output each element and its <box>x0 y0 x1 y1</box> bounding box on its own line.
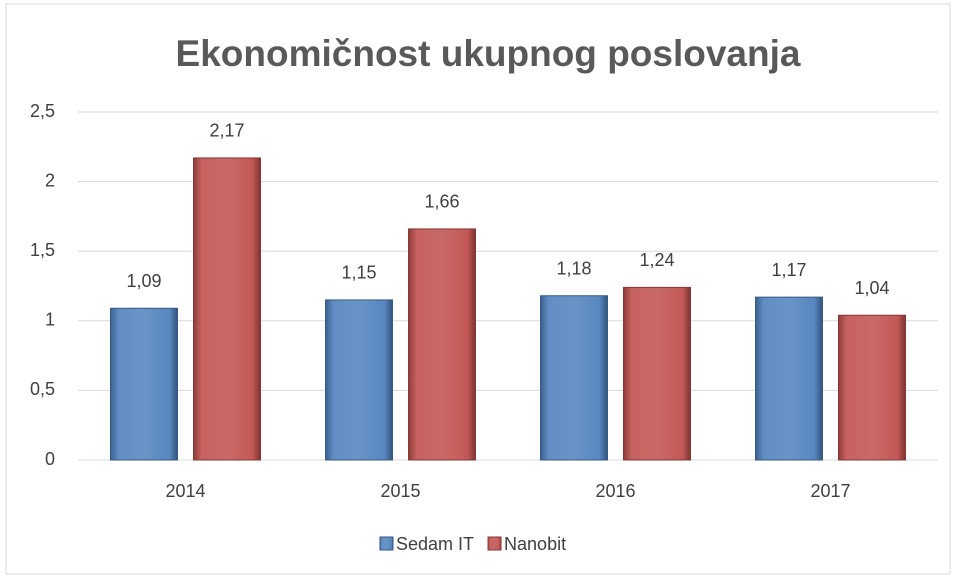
bar <box>193 157 261 461</box>
bar <box>325 299 393 461</box>
data-label: 1,04 <box>854 278 889 298</box>
legend-label: Nanobit <box>504 534 566 554</box>
bar <box>755 296 823 461</box>
legend-swatch <box>379 536 394 551</box>
y-tick-label: 2 <box>45 170 55 190</box>
data-label: 1,09 <box>126 271 161 291</box>
data-label: 1,17 <box>771 260 806 280</box>
legend-label: Sedam IT <box>396 534 474 554</box>
x-tick-label: 2014 <box>165 481 205 501</box>
data-label: 1,18 <box>556 258 591 278</box>
y-tick-label: 2,5 <box>30 101 55 121</box>
data-label: 1,24 <box>639 250 674 270</box>
chart-border <box>5 3 951 575</box>
y-tick-label: 1 <box>45 310 55 330</box>
bar <box>540 295 608 461</box>
x-tick-label: 2016 <box>595 481 635 501</box>
y-tick-label: 1,5 <box>30 240 55 260</box>
bar <box>623 286 691 461</box>
data-label: 1,15 <box>341 263 376 283</box>
y-tick-label: 0,5 <box>30 379 55 399</box>
x-tick-label: 2017 <box>810 481 850 501</box>
x-tick-label: 2015 <box>380 481 420 501</box>
bar <box>110 307 178 461</box>
chart-title: Ekonomičnost ukupnog poslovanja <box>176 33 801 74</box>
data-label: 2,17 <box>209 121 244 141</box>
y-tick-label: 0 <box>45 449 55 469</box>
bar <box>838 314 906 461</box>
bar <box>408 228 476 461</box>
legend-swatch <box>487 536 502 551</box>
data-label: 1,66 <box>424 192 459 212</box>
